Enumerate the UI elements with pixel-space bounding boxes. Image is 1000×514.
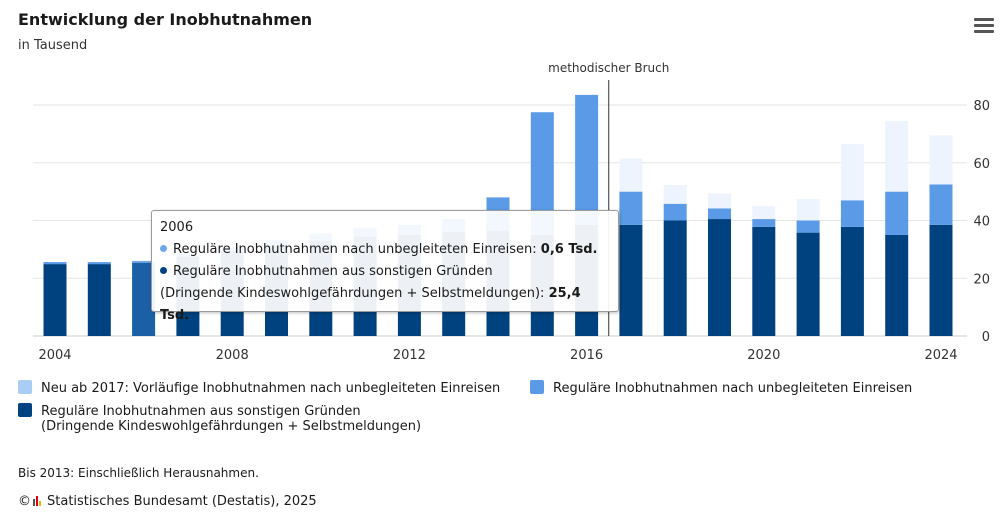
annotation-label: methodischer Bruch — [548, 61, 669, 75]
bar-segment — [840, 143, 864, 201]
bar-segment — [885, 234, 909, 336]
bar-segment — [885, 191, 909, 235]
x-tick-label: 2020 — [747, 348, 780, 363]
y-tick-label: 60 — [973, 157, 990, 172]
x-tick-label: 2024 — [924, 348, 957, 363]
bar-segment — [132, 262, 156, 336]
bar-segment — [619, 224, 643, 336]
bar-segment — [929, 184, 953, 225]
x-tick-label: 2004 — [38, 348, 71, 363]
destatis-logo-icon — [33, 496, 41, 506]
legend-label-neu: Neu ab 2017: Vorläufige Inobhutnahmen na… — [41, 381, 501, 396]
bar-segment — [752, 226, 776, 336]
tooltip-year: 2006 — [160, 220, 194, 235]
hamburger-menu-icon[interactable] — [974, 18, 994, 34]
bar-segment — [43, 264, 67, 336]
legend-label-sonstige-detail: (Dringende Kindeswohlgefährdungen + Selb… — [41, 419, 422, 434]
tooltip-dot-dark — [160, 267, 167, 274]
bar-segment — [708, 208, 731, 220]
bar-segment — [752, 219, 776, 227]
credits[interactable]: © Statistisches Bundesamt (Destatis), 202… — [18, 494, 317, 509]
bar-segment — [708, 219, 731, 336]
credits-text: Statistisches Bundesamt (Destatis), 2025 — [47, 494, 317, 509]
bar-segment — [575, 94, 599, 225]
y-axis-labels: 0 20 40 60 80 — [973, 99, 990, 345]
tooltip-line-sonstige-detail: (Dringende Kindeswohlgefährdungen + Selb… — [160, 283, 610, 327]
bar-segment — [663, 184, 687, 204]
bar-segment — [796, 220, 820, 233]
y-tick-label: 80 — [973, 99, 990, 114]
legend-swatch-unbegleitet — [530, 380, 544, 394]
x-tick-label: 2012 — [393, 348, 426, 363]
bar-segment — [132, 260, 156, 263]
legend-item-sonstige[interactable]: Reguläre Inobhutnahmen aus sonstigen Grü… — [18, 403, 421, 434]
legend-label-unbegleitet: Reguläre Inobhutnahmen nach unbegleitete… — [553, 381, 913, 396]
chart-title: Entwicklung der Inobhutnahmen — [18, 10, 313, 29]
legend-label-sonstige: Reguläre Inobhutnahmen aus sonstigen Grü… — [41, 404, 361, 419]
bar-segment — [929, 135, 953, 185]
legend-swatch-sonstige — [18, 403, 32, 417]
bar-segment — [530, 112, 554, 235]
tooltip-label-1: Reguläre Inobhutnahmen nach unbegleitete… — [173, 242, 541, 257]
bar-segment — [752, 206, 776, 220]
bar-segment — [840, 226, 864, 336]
legend-item-unbegleitet[interactable]: Reguläre Inobhutnahmen nach unbegleitete… — [530, 380, 912, 396]
tooltip-line-sonstige: Reguläre Inobhutnahmen aus sonstigen Grü… — [160, 261, 610, 283]
chart-subtitle: in Tausend — [18, 38, 88, 53]
tooltip: 2006 Reguläre Inobhutnahmen nach unbegle… — [151, 210, 619, 323]
bar-segment — [885, 120, 909, 192]
bar-segment — [708, 193, 731, 209]
tooltip-line-unbegleitet: Reguläre Inobhutnahmen nach unbegleitete… — [160, 239, 610, 261]
tooltip-label-2: Reguläre Inobhutnahmen aus sonstigen Grü… — [173, 264, 493, 279]
bar-segment — [663, 203, 687, 221]
tooltip-value-1: 0,6 Tsd. — [540, 242, 598, 257]
bar-segment — [619, 191, 643, 225]
bar-segment — [43, 262, 67, 265]
y-tick-label: 20 — [973, 272, 990, 287]
x-tick-label: 2008 — [216, 348, 249, 363]
y-tick-label: 0 — [982, 330, 990, 345]
tooltip-value-3: 25,4 Tsd. — [160, 286, 581, 323]
tooltip-dot-light — [160, 245, 167, 252]
y-tick-label: 40 — [973, 215, 990, 230]
bar-segment — [87, 264, 111, 336]
x-tick-label: 2016 — [570, 348, 603, 363]
bar-segment — [929, 224, 953, 336]
bar-segment — [619, 158, 643, 192]
tooltip-label-3: (Dringende Kindeswohlgefährdungen + Selb… — [160, 286, 549, 301]
bar-segment — [840, 200, 864, 227]
bar-segment — [796, 232, 820, 336]
x-axis-labels: 2004 2008 2012 2016 2020 2024 — [38, 348, 957, 363]
bar-segment — [796, 198, 820, 221]
copyright-symbol: © — [18, 494, 31, 509]
legend-item-neu[interactable]: Neu ab 2017: Vorläufige Inobhutnahmen na… — [18, 380, 500, 396]
bar-segment — [87, 262, 111, 265]
footnote: Bis 2013: Einschließlich Herausnahmen. — [18, 466, 259, 480]
legend-swatch-neu — [18, 380, 32, 394]
bar-segment — [663, 220, 687, 336]
